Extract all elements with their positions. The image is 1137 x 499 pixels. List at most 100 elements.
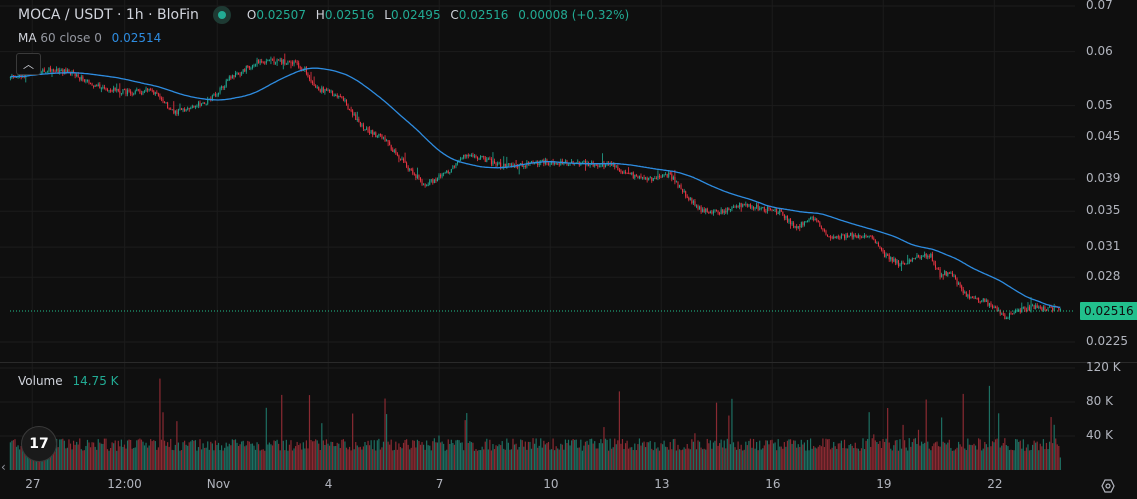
volume-bar xyxy=(948,439,950,470)
volume-bar xyxy=(1035,442,1037,470)
time-tick-label: 7 xyxy=(435,477,444,491)
volume-bar xyxy=(464,420,466,470)
volume-bar xyxy=(883,441,886,470)
volume-bar xyxy=(62,438,64,470)
volume-bar xyxy=(458,440,460,470)
settings-icon[interactable] xyxy=(1101,479,1115,493)
candle-body xyxy=(83,79,85,82)
volume-bar xyxy=(894,440,896,470)
candle-body xyxy=(1024,307,1026,310)
candle-body xyxy=(671,173,673,180)
volume-bar xyxy=(399,447,402,470)
volume-bar xyxy=(558,449,560,470)
candle-body xyxy=(287,61,289,64)
candle-body xyxy=(339,96,341,98)
volume-bar xyxy=(808,450,810,470)
candle-body xyxy=(305,67,307,74)
candle-body xyxy=(756,204,758,208)
volume-bar xyxy=(133,447,135,470)
volume-bar xyxy=(406,439,408,470)
volume-bar xyxy=(686,444,688,470)
volume-bar xyxy=(939,446,941,470)
volume-bar xyxy=(607,450,610,470)
candle-body xyxy=(1036,305,1038,308)
candle-body xyxy=(510,164,512,166)
candle-body xyxy=(463,155,465,159)
volume-bar xyxy=(694,433,696,470)
volume-bar xyxy=(846,448,849,470)
candle-body xyxy=(751,206,753,208)
candle-body xyxy=(736,205,738,208)
candle-body xyxy=(584,161,586,165)
volume-bar xyxy=(641,442,644,470)
candle-body xyxy=(1007,317,1009,319)
volume-value: 14.75 K xyxy=(72,374,119,388)
candle-body xyxy=(56,68,58,72)
candle-body xyxy=(982,298,984,302)
candle-body xyxy=(384,137,386,142)
candle-body xyxy=(407,166,409,170)
collapse-legend-button[interactable]: ︿ xyxy=(16,53,41,75)
candle-body xyxy=(424,184,426,186)
volume-bar xyxy=(677,444,679,470)
candle-body xyxy=(51,69,53,72)
candle-body xyxy=(600,166,602,168)
volume-bar xyxy=(500,445,502,470)
ma-legend[interactable]: MA 60 close 0 0.02514 xyxy=(18,31,161,45)
candle-body xyxy=(436,178,438,182)
volume-bar xyxy=(176,421,178,470)
candle-body xyxy=(663,174,665,176)
candle-body xyxy=(697,205,699,210)
volume-bar xyxy=(261,449,263,470)
candle-body xyxy=(683,191,685,193)
candle-body xyxy=(120,93,122,95)
volume-bar xyxy=(122,446,124,470)
candle-body xyxy=(270,58,272,60)
candle-body xyxy=(518,164,520,168)
candle-body xyxy=(393,150,395,152)
volume-bar xyxy=(475,449,477,470)
volume-legend[interactable]: Volume 14.75 K xyxy=(18,374,119,388)
volume-bar xyxy=(629,447,631,470)
volume-bar xyxy=(606,439,608,470)
scroll-left-icon[interactable]: ‹ xyxy=(1,460,6,474)
candle-body xyxy=(409,169,411,171)
volume-bar xyxy=(421,442,423,470)
candle-body xyxy=(390,145,392,150)
candle-body xyxy=(318,86,320,91)
candle-body xyxy=(444,172,446,174)
candle-body xyxy=(222,86,224,88)
volume-bar xyxy=(720,439,722,470)
volume-bar xyxy=(316,440,318,470)
volume-bar xyxy=(957,441,960,470)
volume-bar xyxy=(258,444,260,470)
tradingview-logo-icon[interactable]: 17 xyxy=(21,426,57,462)
candle-body xyxy=(845,234,847,239)
candle-body xyxy=(493,160,495,164)
volume-bar xyxy=(526,449,528,470)
volume-bar xyxy=(146,447,149,470)
volume-bar xyxy=(139,438,141,470)
candle-body xyxy=(648,177,650,181)
volume-bar xyxy=(945,444,947,470)
candle-body xyxy=(833,236,835,239)
volume-bar xyxy=(749,438,752,470)
candle-body xyxy=(996,307,998,311)
volume-bar xyxy=(450,439,452,470)
candle-body xyxy=(742,204,744,207)
volume-bar xyxy=(831,447,833,470)
volume-bar xyxy=(344,441,346,470)
volume-bar xyxy=(816,448,818,470)
volume-bar xyxy=(941,417,943,470)
candle-body xyxy=(372,130,374,135)
candle-body xyxy=(173,109,175,114)
candle-body xyxy=(708,211,710,214)
volume-bar xyxy=(575,439,577,470)
volume-bar xyxy=(415,447,417,470)
volume-bar xyxy=(356,445,358,470)
candle-body xyxy=(731,207,733,210)
volume-bar xyxy=(72,440,75,470)
volume-bar xyxy=(83,450,85,470)
symbol-title[interactable]: MOCA / USDT · 1h · BloFin xyxy=(18,7,199,23)
